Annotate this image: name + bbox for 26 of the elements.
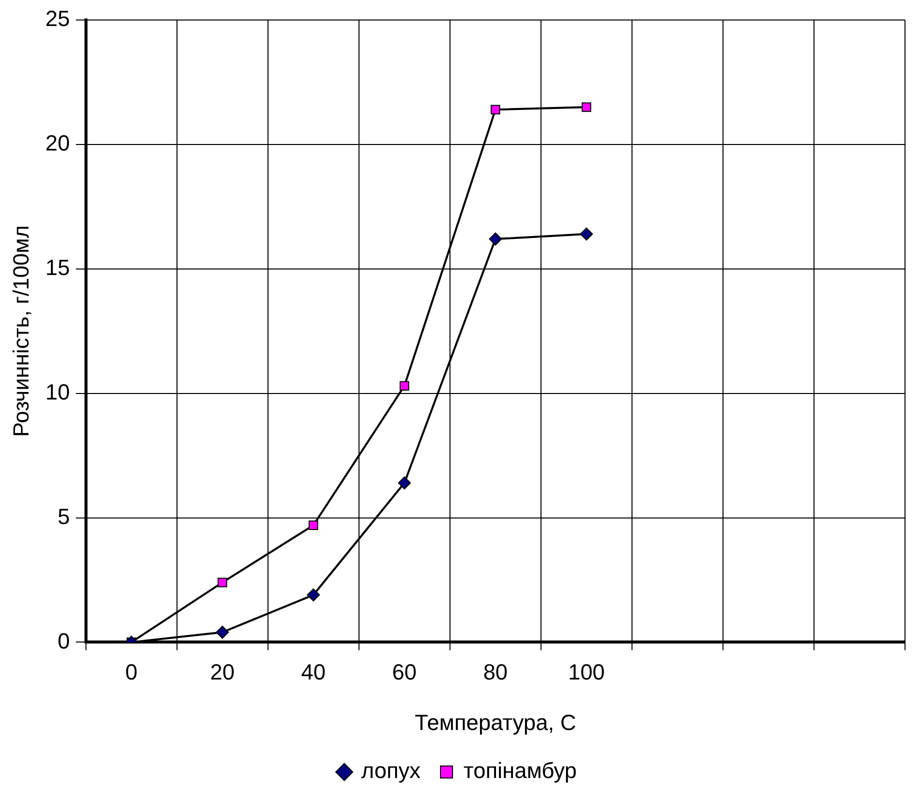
point — [398, 476, 411, 490]
point — [306, 588, 320, 602]
x-tick-label: 0 — [125, 659, 138, 684]
y-tick-label: 5 — [58, 504, 70, 529]
x-axis-title: Температура, С — [414, 710, 576, 735]
point — [308, 520, 318, 530]
point — [580, 228, 593, 241]
y-tick-label: 0 — [58, 628, 70, 654]
point — [490, 104, 500, 114]
y-tick-label: 20 — [45, 130, 70, 156]
y-tick-label: 15 — [45, 254, 70, 280]
y-axis-title: Розчинність, г/100мл — [8, 225, 34, 437]
point — [488, 232, 502, 246]
x-tick-label: 100 — [568, 659, 605, 684]
point — [216, 626, 229, 639]
legend-label: лопух — [361, 758, 420, 784]
legend-label: топінамбур — [464, 758, 577, 784]
x-tick-label: 80 — [483, 659, 508, 684]
x-tick-label: 20 — [210, 659, 235, 684]
point — [400, 381, 410, 391]
x-tick-label: 60 — [392, 659, 417, 684]
y-tick-label: 25 — [45, 6, 70, 32]
x-tick-label: 40 — [301, 659, 326, 684]
point — [218, 578, 228, 588]
point — [582, 102, 592, 112]
y-tick-label: 10 — [45, 379, 70, 404]
